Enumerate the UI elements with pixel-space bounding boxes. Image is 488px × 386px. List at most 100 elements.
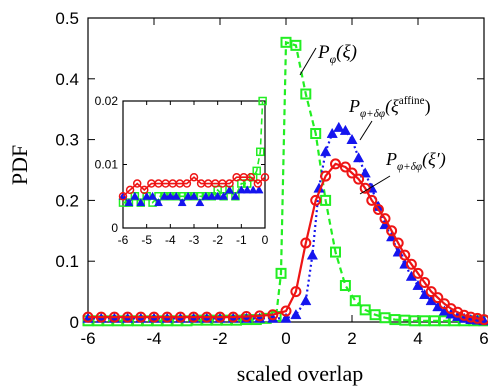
main-data-point-red	[386, 225, 398, 237]
main-data-point-red	[108, 311, 120, 323]
main-data-point-red	[419, 276, 431, 288]
inset-data-point-red	[225, 179, 234, 188]
main-data-point-red	[240, 311, 252, 323]
inset-data-point-blue	[136, 198, 146, 207]
main-data-point-blue	[280, 312, 292, 323]
inset-data-point-blue	[254, 185, 264, 194]
main-data-point-red	[458, 309, 470, 321]
main-data-point-red	[478, 314, 488, 326]
x-axis-label: scaled overlap	[237, 361, 363, 386]
annotation-argument: (ξ′)	[422, 149, 446, 170]
main-series-line-red	[88, 162, 484, 321]
inset-x-tick-label: -5	[141, 233, 152, 247]
main-data-point-red	[161, 311, 173, 323]
main-data-point-red	[366, 194, 378, 206]
main-y-tick-label: 0.3	[55, 131, 79, 150]
main-x-tick-label: 2	[347, 329, 356, 348]
main-y-tick-label: 0.5	[55, 9, 79, 28]
inset-data-point-blue	[207, 191, 217, 200]
main-data-point-red	[392, 237, 404, 249]
main-data-point-red	[82, 311, 94, 323]
main-data-point-red	[412, 267, 424, 279]
main-y-tick-label: 0.1	[55, 252, 79, 271]
main-data-point-red	[201, 311, 213, 323]
inset-data-point-red	[260, 172, 270, 182]
annotations: Pφ(ξ)Pφ+δφ(ξaffine)Pφ+δφ(ξ′)	[299, 42, 446, 195]
main-data-point-red	[280, 305, 292, 317]
main-data-point-red	[188, 311, 200, 323]
main-data-point-blue	[320, 146, 332, 157]
inset-data-point-green	[258, 96, 267, 106]
inset-data-point-red	[132, 179, 142, 188]
annotation-symbol: P	[348, 96, 360, 116]
main-x-tick-label: -4	[146, 329, 161, 348]
main-data-point-green	[310, 128, 322, 140]
main-data-point-red	[290, 286, 302, 298]
inset-data-point-green	[256, 147, 265, 157]
main-data-point-red	[320, 170, 332, 182]
main-data-point-red	[353, 173, 365, 185]
main-data-point-blue	[353, 152, 365, 163]
inset-data-point-blue	[148, 191, 158, 200]
inset-x-tick-label: -4	[165, 233, 176, 247]
inset-x-tick-label: -6	[118, 233, 129, 247]
main-x-tick-label: 0	[281, 329, 290, 348]
main-data-point-red	[254, 310, 266, 322]
inset-data-point-red	[140, 185, 149, 195]
main-data-point-red	[372, 204, 384, 216]
main-y-tick-label: 0	[70, 313, 79, 332]
main-data-point-red	[471, 312, 483, 324]
inset-data-point-blue	[189, 191, 199, 200]
inset-data-point-blue	[183, 191, 193, 200]
inset-y-tick-label: 0.02	[95, 94, 119, 108]
inset-data-point-blue	[171, 191, 181, 200]
main-data-point-red	[330, 158, 341, 170]
annotation-subscript: φ	[330, 53, 337, 66]
main-data-point-green	[330, 246, 341, 258]
inset-data-point-blue	[219, 191, 229, 200]
main-data-point-blue	[306, 249, 318, 260]
main-data-point-red	[122, 311, 134, 323]
inset-data-point-red	[246, 172, 256, 182]
inset-data-point-blue	[177, 198, 187, 207]
inset-x-tick-label: -3	[189, 233, 200, 247]
main-series-line-green	[88, 40, 484, 322]
main-data-point-blue	[333, 121, 345, 132]
main-data-point-green	[339, 280, 351, 292]
annotation-label: Pφ+δφ(ξ′)	[385, 149, 446, 173]
main-data-point-red	[310, 194, 322, 206]
main-data-point-blue	[290, 309, 302, 320]
main-data-point-red	[267, 309, 279, 321]
inset-data-point-blue	[230, 191, 240, 200]
inset-data-point-blue	[154, 198, 163, 207]
annotation-label: Pφ+δφ(ξaffine)	[348, 95, 431, 120]
main-data-point-red	[379, 213, 391, 225]
inset-data-point-red	[118, 192, 128, 201]
annotation-close: )	[425, 96, 431, 117]
main-data-point-red	[465, 311, 477, 323]
annotation-subscript: φ+δφ	[360, 108, 385, 120]
inset-data-point-green	[252, 166, 261, 176]
inset-data-point-red	[189, 172, 199, 182]
inset-data-point-blue	[165, 191, 175, 200]
y-axis-label: PDF	[7, 145, 32, 185]
annotation-label: Pφ(ξ)	[317, 42, 357, 66]
annotation-subscript: φ+δφ	[397, 161, 422, 173]
main-x-tick-label: -2	[212, 329, 227, 348]
inset-data-point-blue	[159, 191, 169, 200]
annotation-pointer	[359, 175, 391, 195]
inset-data-point-blue	[130, 191, 140, 200]
main-data-point-blue	[326, 127, 338, 138]
annotation-superscript: affine	[399, 95, 425, 107]
inset-x-tick-label: 0	[262, 233, 269, 247]
main-data-point-blue	[359, 167, 371, 178]
main-data-point-red	[405, 258, 417, 270]
inset-x-tick-label: -1	[236, 233, 247, 247]
inset-data-point-blue	[236, 185, 246, 194]
main-data-point-red	[339, 161, 351, 173]
inset-plot-frame	[122, 100, 266, 229]
main-data-point-red	[300, 237, 312, 249]
inset-data-point-blue	[213, 191, 223, 200]
inset-y-tick-label: 0.01	[95, 158, 119, 172]
annotation-argument: (ξ	[385, 96, 399, 117]
